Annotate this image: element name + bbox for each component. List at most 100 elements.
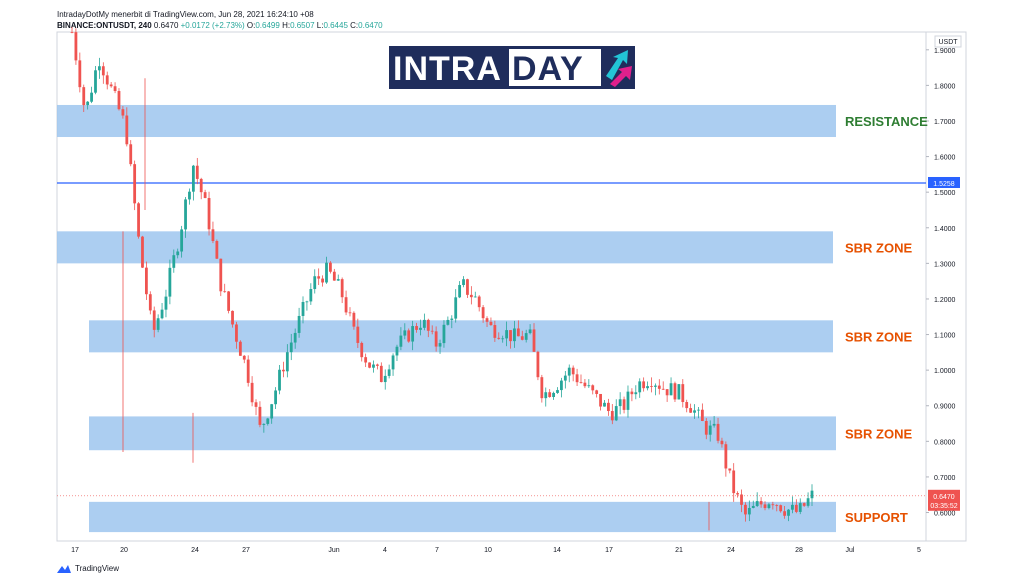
candle-body <box>528 329 532 334</box>
x-tick-label: 17 <box>71 547 79 554</box>
candle-body <box>783 511 786 516</box>
candle-body <box>426 319 430 331</box>
y-tick-label: 1.8000 <box>934 83 956 90</box>
candle-body <box>579 382 583 383</box>
x-tick-label: 14 <box>553 547 561 554</box>
candle-body <box>610 411 614 421</box>
candle-body <box>274 390 277 405</box>
candle-body <box>473 296 477 298</box>
candle-body <box>270 404 274 419</box>
candle-body <box>203 192 207 199</box>
candle-body <box>340 279 344 298</box>
arrow-down-icon <box>610 66 632 87</box>
high-value: 0.6507 <box>290 21 315 30</box>
candle-body <box>689 408 693 413</box>
candle-body <box>583 382 587 387</box>
candle-body <box>732 470 736 494</box>
open-label: O: <box>246 21 256 30</box>
candle-body <box>493 325 497 338</box>
countdown-label: 03:35:52 <box>930 503 957 510</box>
zone-sbr-label: SBR ZONE <box>845 426 913 441</box>
candle-body <box>144 267 148 295</box>
candle-body <box>278 369 281 391</box>
candle-body <box>575 374 579 383</box>
candle-body <box>638 381 642 393</box>
y-tick-label: 1.4000 <box>934 226 956 233</box>
candle-body <box>603 402 606 407</box>
x-tick-label: Jun <box>328 547 339 554</box>
candle-body <box>372 364 375 368</box>
candle-body <box>74 32 78 61</box>
candle-body <box>321 278 324 283</box>
candle-body <box>419 327 422 330</box>
candle-body <box>235 324 238 342</box>
candle-body <box>133 164 137 204</box>
candle-body <box>771 504 775 506</box>
candle-body <box>195 165 199 179</box>
zone-support-band <box>89 501 836 533</box>
x-tick-label: 10 <box>484 547 492 554</box>
candle-body <box>438 343 442 347</box>
candle-body <box>665 389 669 396</box>
candle-body <box>356 326 360 343</box>
candle-body <box>352 312 356 327</box>
candle-body <box>415 326 418 330</box>
axis-unit-label: USDT <box>938 39 958 46</box>
candle-body <box>477 296 481 308</box>
candle-body <box>501 338 505 340</box>
tradingview-footer[interactable]: TradingView <box>57 564 119 573</box>
candle-body <box>442 324 446 344</box>
candle-body <box>622 399 626 410</box>
candle-body <box>399 335 403 347</box>
candle-body <box>297 315 301 333</box>
candle-body <box>94 70 97 93</box>
candle-body <box>105 75 109 85</box>
candle-body <box>736 493 740 495</box>
candle-body <box>246 359 250 383</box>
x-tick-label: 24 <box>191 547 199 554</box>
candle-body <box>191 165 195 192</box>
intraday-logo-text-b: DAY <box>512 50 584 88</box>
candle-body <box>669 383 673 396</box>
candle-body <box>563 375 567 381</box>
y-tick-label: 1.1000 <box>934 333 956 340</box>
candle-body <box>567 367 571 376</box>
candle-body <box>454 297 458 319</box>
candle-body <box>285 352 289 372</box>
candle-body <box>98 66 101 71</box>
open-value: 0.6499 <box>255 21 280 30</box>
candle-body <box>141 236 144 268</box>
candle-body <box>791 504 794 510</box>
candle-body <box>211 229 215 242</box>
candle-body <box>313 276 317 290</box>
x-tick-label: Jul <box>846 547 855 554</box>
candle-body <box>70 32 74 33</box>
candle-body <box>78 60 82 88</box>
candle-body <box>520 336 524 340</box>
candle-body <box>642 381 646 389</box>
candle-body <box>720 440 724 445</box>
x-tick-label: 27 <box>242 547 250 554</box>
candle-body <box>751 505 755 508</box>
candle-body <box>744 504 747 515</box>
candle-body <box>513 328 516 342</box>
candle-body <box>497 337 501 339</box>
candle-body <box>485 318 489 322</box>
candle-body <box>125 115 129 145</box>
candle-body <box>798 503 802 512</box>
candle-body <box>599 393 602 407</box>
horizontal-level-label: 1.5258 <box>933 181 955 188</box>
candle-body <box>708 425 712 435</box>
axis-unit-box <box>934 35 962 48</box>
x-tick-label: 4 <box>383 547 387 554</box>
candle-body <box>156 318 160 330</box>
zone-sbr-band <box>89 320 833 353</box>
candle-body <box>540 377 544 399</box>
candle-body <box>82 87 86 106</box>
candle-body <box>552 392 555 398</box>
candle-body <box>548 392 552 398</box>
candle-body <box>411 326 415 342</box>
candle-body <box>219 258 223 292</box>
y-tick-label: 0.9000 <box>934 404 956 411</box>
